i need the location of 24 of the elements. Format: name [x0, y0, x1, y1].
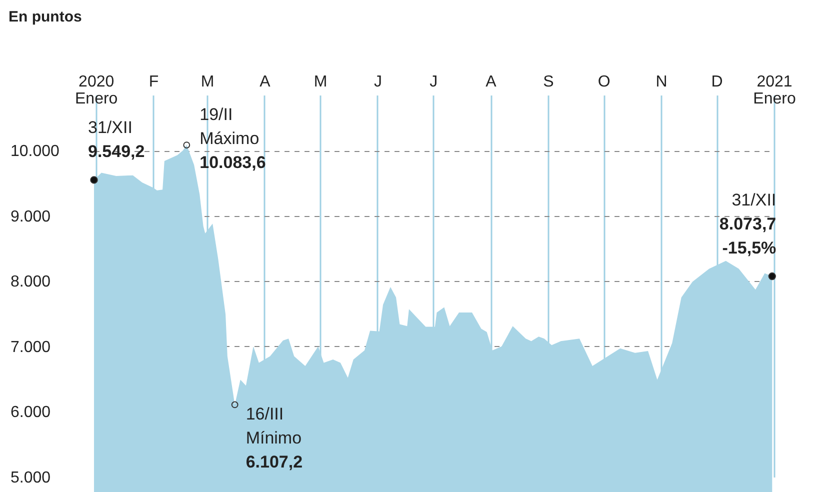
- x-tick-label: A: [260, 74, 271, 90]
- annotation: 19/II Máximo 10.083,6: [200, 105, 266, 172]
- y-tick-label: 6.000: [10, 404, 51, 422]
- x-tick-label: 2020 Enero: [75, 74, 118, 108]
- x-tick-label: S: [543, 74, 554, 90]
- x-tick-label: N: [656, 74, 668, 90]
- y-tick-label: 5.000: [10, 470, 51, 486]
- annotation: 16/III Mínimo 6.107,2: [246, 404, 303, 472]
- x-tick-label: J: [374, 74, 382, 90]
- x-tick-label: A: [486, 74, 497, 90]
- annotation: 31/XII 8.073,7 -15,5%: [719, 190, 776, 258]
- y-tick-label: 9.000: [10, 208, 51, 226]
- annotation: 31/XII 9.549,2: [88, 118, 145, 161]
- y-axis-title: En puntos: [8, 8, 82, 26]
- x-tick-label: M: [200, 74, 214, 90]
- y-tick-label: 7.000: [10, 338, 51, 356]
- x-tick-label: M: [314, 74, 328, 90]
- x-tick-label: 2021 Enero: [753, 74, 796, 108]
- y-tick-label: 8.000: [10, 274, 51, 291]
- x-tick-label: D: [711, 74, 723, 90]
- y-tick-label: 10.000: [10, 143, 60, 160]
- x-tick-label: J: [430, 74, 438, 90]
- x-tick-label: F: [148, 74, 159, 90]
- x-tick-label: O: [598, 74, 610, 90]
